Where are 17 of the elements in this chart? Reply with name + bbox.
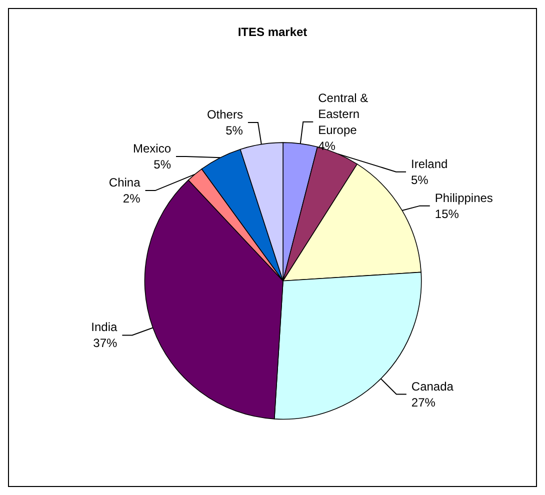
- data-label: 5%: [226, 124, 244, 138]
- slice-label: Central & Eastern Europe: [318, 90, 372, 137]
- slice-label: Others: [206, 108, 243, 122]
- data-label: 2%: [122, 192, 141, 206]
- data-label: 15%: [434, 206, 460, 221]
- data-label: 27%: [411, 395, 436, 410]
- slice-label: Ireland: [411, 156, 448, 171]
- data-label: 4%: [318, 138, 336, 153]
- chart-title: ITES market: [238, 25, 308, 39]
- slice-label: Mexico: [132, 142, 172, 156]
- slice-label: Philippines: [434, 190, 493, 205]
- data-label: 5%: [154, 158, 172, 172]
- slice-label: Canada: [411, 379, 454, 394]
- slice-label: China: [108, 176, 141, 190]
- slice-label: India: [91, 320, 118, 334]
- data-label: 37%: [93, 336, 118, 350]
- data-label: 5%: [411, 172, 429, 187]
